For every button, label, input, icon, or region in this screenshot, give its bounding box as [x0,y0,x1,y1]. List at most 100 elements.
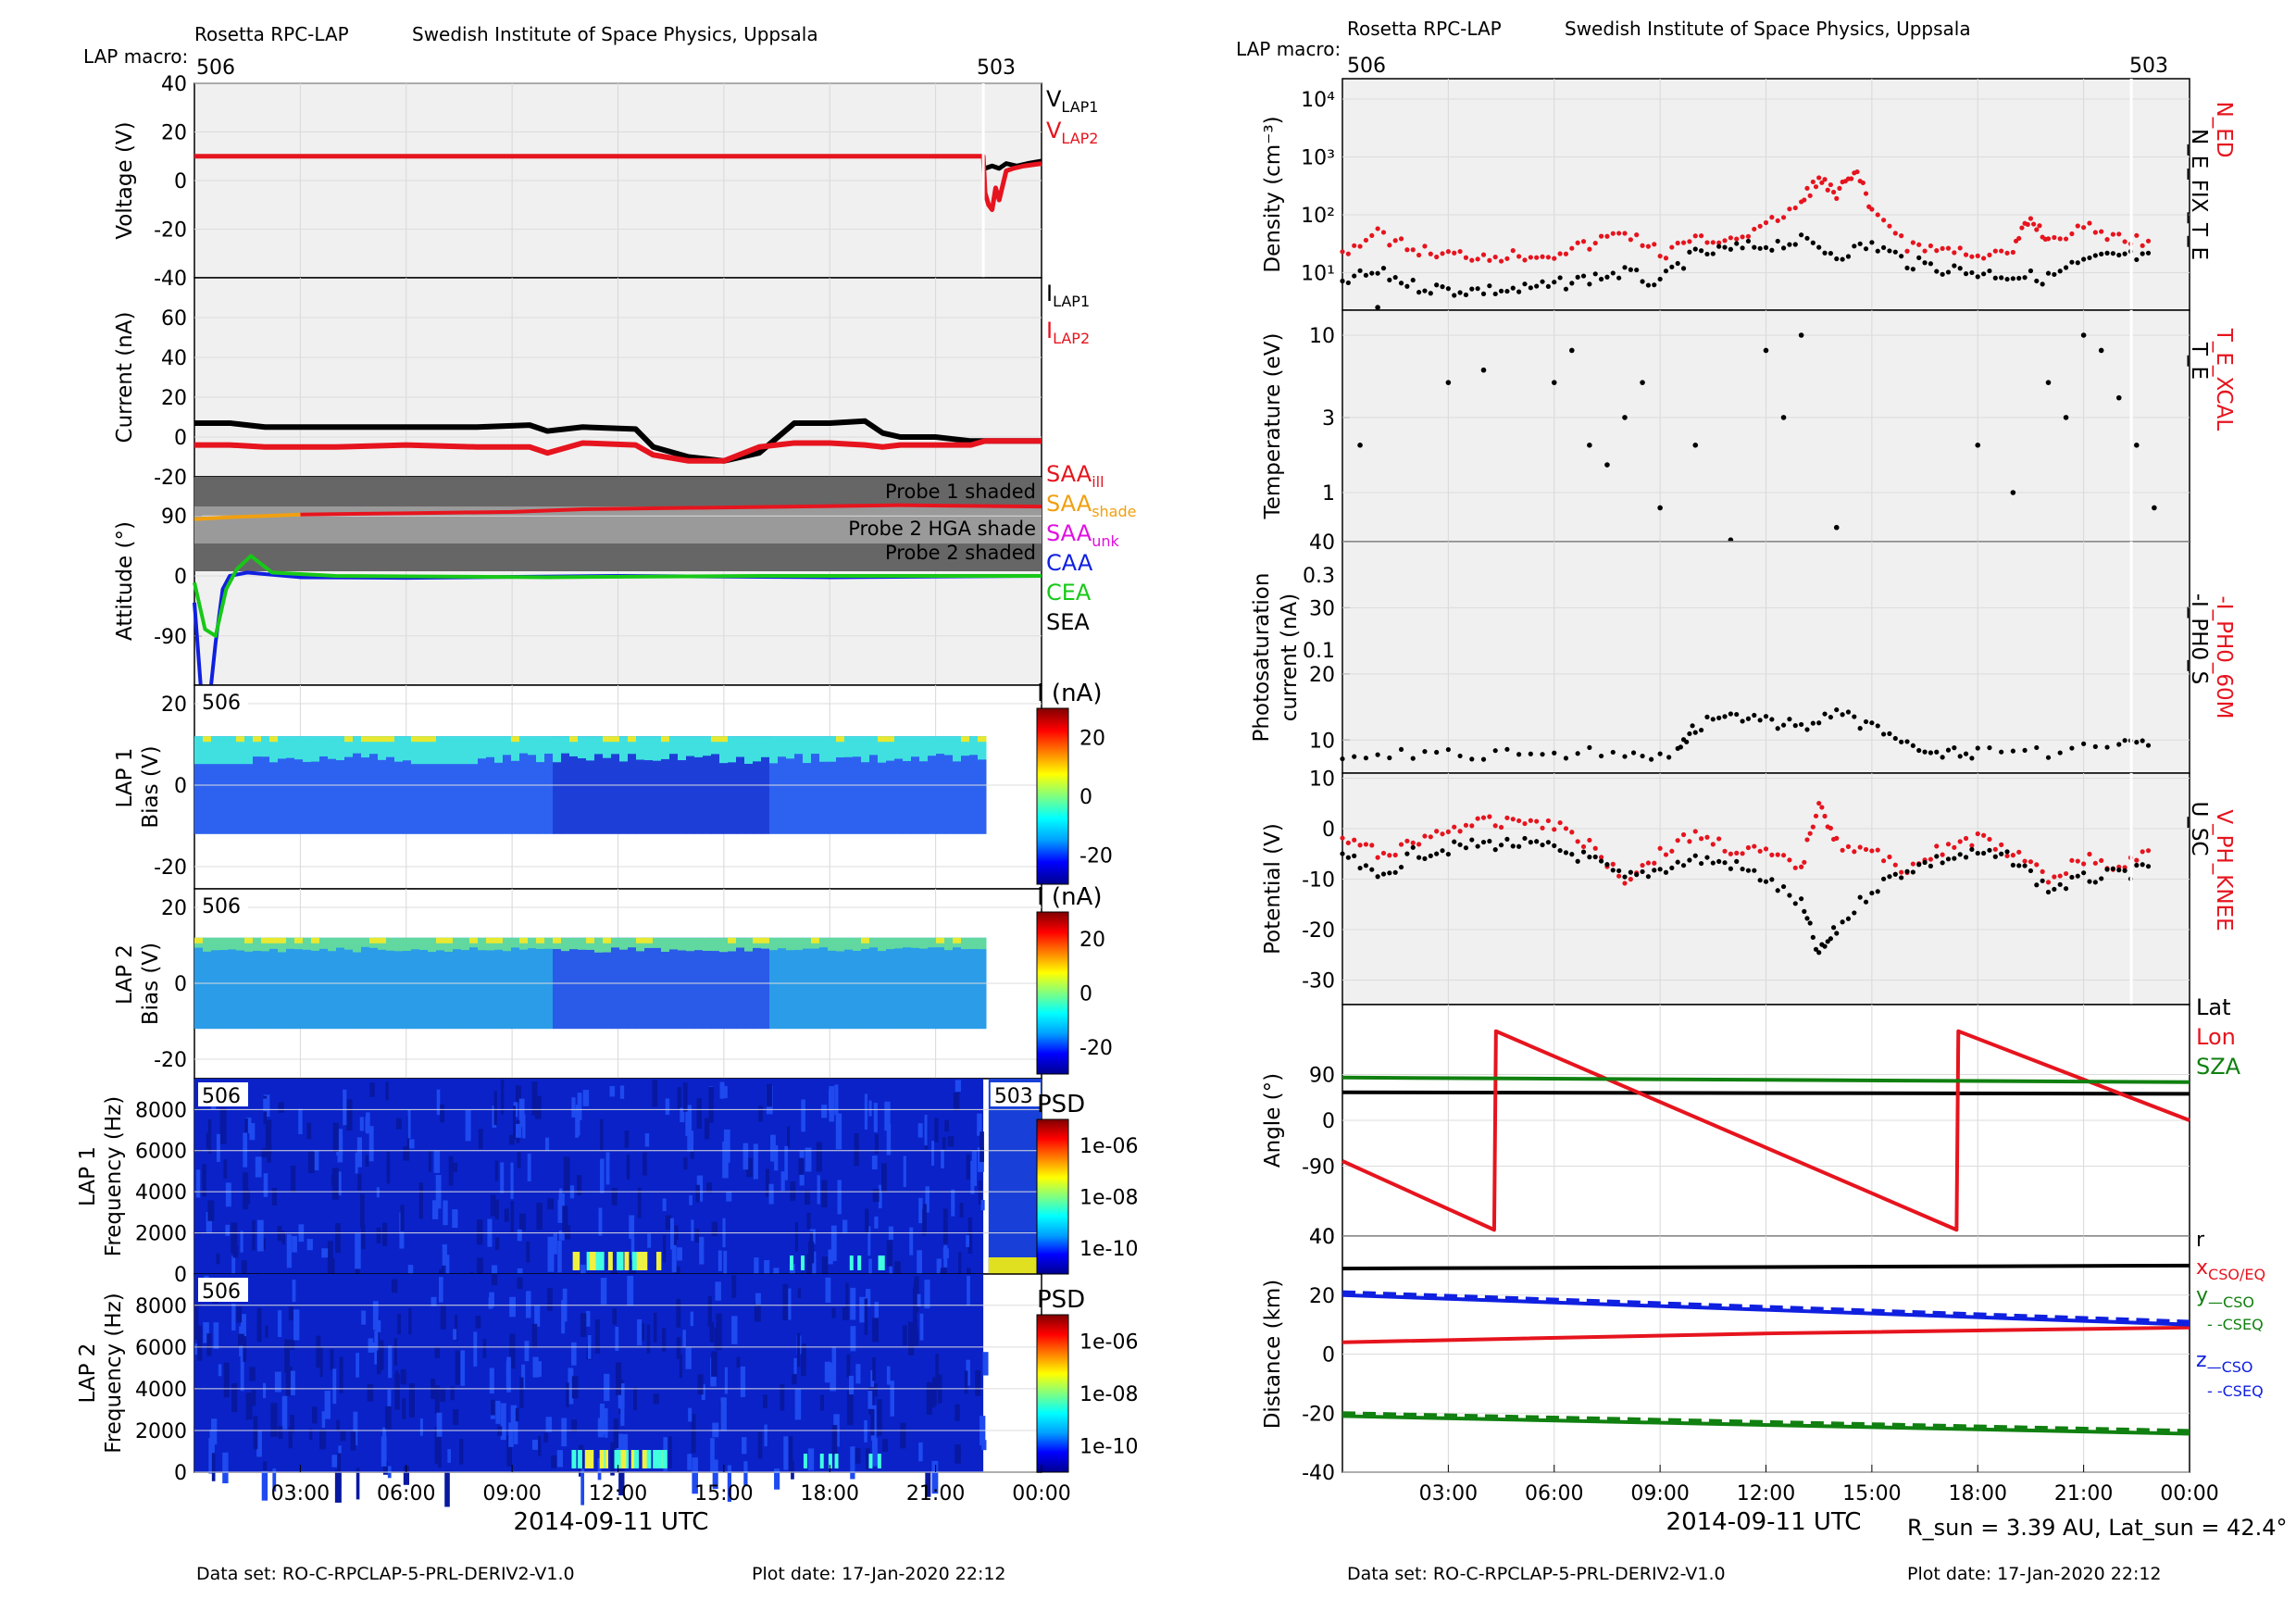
data-point [1745,238,1752,244]
right-footer-dataset: Data set: RO-C-RPCLAP-5-PRL-DERIV2-V1.0 [1347,1564,1726,1584]
legend-entry: -I_PH0_S [2187,593,2211,684]
psd-speckle [859,1296,867,1323]
data-point [1763,714,1769,719]
spectrogram-top [386,736,395,757]
data-point [2104,867,2110,872]
data-point [1469,257,1475,263]
psd-speckle [376,1227,381,1243]
macro-tag-box [198,1278,248,1302]
data-point [1813,946,1819,952]
psd-speckle [381,1436,387,1467]
psd-speckle [820,1394,824,1411]
psd-speckle [225,1224,231,1236]
data-point [1510,817,1516,822]
psd-speckle [931,1460,939,1494]
spectrogram-top [494,937,504,950]
psd-speckle [690,1311,694,1327]
psd-speckle [256,1219,264,1252]
legend-entry: T_E_XCAL [2212,328,2236,431]
psd-speckle [855,1364,861,1384]
psd-speckle [571,1418,578,1432]
data-point [1969,756,1975,761]
data-point [1745,233,1752,239]
psd-speckle [291,1165,296,1193]
spectrogram-top [444,736,454,765]
data-point [1952,856,1957,861]
data-point [1398,236,1404,242]
psd-speckle [627,1275,634,1306]
data-point [1563,286,1569,292]
x-tick-label: 15:00 [1842,1482,1901,1505]
psd-speckle [238,1333,244,1346]
y-tick-label: 0 [174,1462,187,1485]
y-axis-label-2: Bias (V) [139,943,163,1025]
data-point [1769,215,1775,220]
psd-speckle [408,1307,412,1335]
psd-speckle [944,1119,949,1132]
data-point [1952,263,1957,269]
psd-speckle [452,1209,458,1229]
spectrogram-hot [553,937,562,943]
psd-speckle [391,1279,398,1293]
psd-speckle [206,1132,210,1149]
psd-speckle [694,1229,700,1243]
spectrogram-top [561,736,570,754]
psd-speckle [604,1407,608,1438]
psd-speckle [864,1093,868,1131]
data-point [1775,218,1780,223]
data-point [1828,825,1833,831]
data-point [1687,249,1692,255]
psd-speckle [386,1151,391,1184]
data-point [1857,726,1863,731]
x-tick-label: 18:00 [1949,1482,2007,1505]
data-point [1899,254,1904,259]
psd-speckle [782,1283,789,1321]
left-macro-first: 506 [196,56,235,80]
data-point [1357,865,1363,871]
data-point [1645,860,1652,866]
psd-speckle [400,1368,406,1385]
psd-speckle [332,1368,337,1405]
psd-speckle [690,1145,694,1159]
data-point [2110,866,2115,871]
psd-speckle [249,1122,256,1141]
spectrogram-top [953,736,962,762]
spectrogram-top [511,736,520,761]
spectrogram-top [619,937,629,950]
data-point [1934,749,1940,755]
psd-speckle [683,1156,688,1170]
colorbar-tick-label: 0 [1079,983,1092,1006]
psd-speckle [307,1151,315,1173]
psd-speckle [376,1187,380,1198]
psd-speckle [842,1219,848,1234]
data-point [1457,248,1463,255]
y-axis-label: Distance (km) [1261,1280,1285,1430]
psd-speckle [621,1433,629,1461]
data-point [1981,850,1987,856]
data-point [2140,251,2145,256]
psd-speckle [531,1323,538,1349]
psd-speckle [245,1393,253,1420]
macro-tag: 506 [202,692,241,715]
data-point [1780,415,1787,420]
psd-speckle [316,1335,321,1368]
data-point [1440,284,1445,290]
data-point [1628,267,1633,272]
psd-speckle [742,1143,749,1170]
data-point [1663,256,1669,261]
data-point [1963,855,1969,860]
data-point [1522,257,1528,263]
data-point [1563,756,1569,761]
legend-entry: N_ED [2212,102,2236,158]
data-point [1675,240,1680,246]
data-point [1563,850,1569,856]
psd-speckle [440,1104,444,1123]
data-point [1410,277,1416,283]
psd-speckle [697,1374,704,1395]
spectrogram-top [544,736,554,754]
right-footer-plotdate: Plot date: 17-Jan-2020 22:12 [1907,1564,2162,1584]
series-line-z-cso [1341,1293,2190,1327]
spectrogram-hot [469,937,479,943]
y-axis-label: LAP 2 [113,944,137,1005]
